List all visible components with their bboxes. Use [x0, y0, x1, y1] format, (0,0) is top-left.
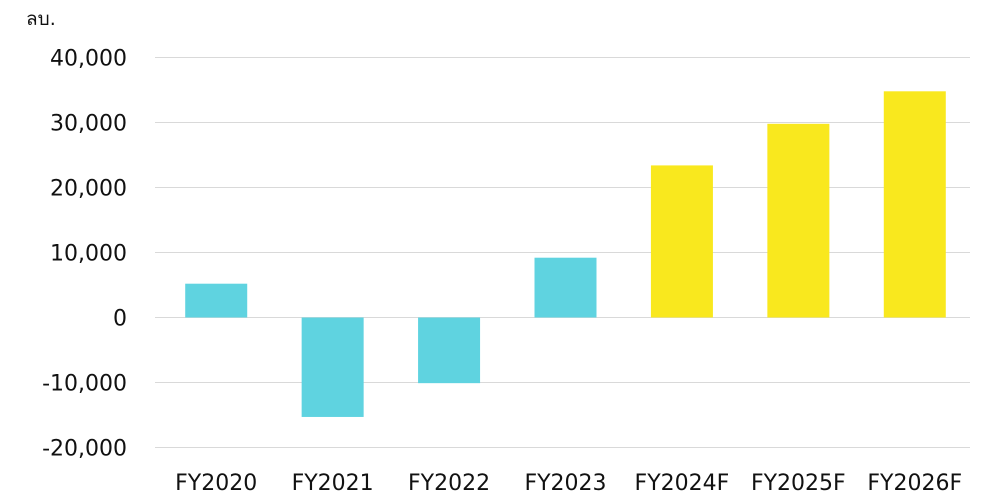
- y-axis-unit-label: ลบ.: [26, 8, 56, 30]
- x-tick-label: FY2022: [408, 471, 490, 496]
- y-axis-tick-labels: 40,000 30,000 20,000 10,000 0 -10,000 -20,000: [42, 47, 127, 462]
- y-tick-label: 40,000: [50, 47, 127, 72]
- x-tick-label: FY2023: [524, 471, 606, 496]
- x-tick-label: FY2024F: [635, 471, 730, 496]
- y-tick-label: 30,000: [50, 112, 127, 137]
- y-tick-label: 20,000: [50, 177, 127, 202]
- bar-fy2024f: [650, 165, 713, 318]
- gridlines: [155, 57, 970, 448]
- bar-fy2022: [418, 317, 481, 384]
- bar-fy2020: [185, 283, 248, 318]
- y-tick-label: -20,000: [42, 437, 127, 462]
- y-tick-label: 10,000: [50, 242, 127, 267]
- x-tick-label: FY2020: [175, 471, 257, 496]
- bar-fy2021: [301, 317, 364, 417]
- x-tick-label: FY2025F: [751, 471, 846, 496]
- bar-fy2025f: [767, 123, 830, 318]
- bar-fy2023: [534, 257, 597, 318]
- y-tick-label: 0: [113, 307, 127, 332]
- bar-fy2026f: [883, 91, 946, 318]
- x-tick-label: FY2026F: [867, 471, 962, 496]
- x-tick-label: FY2021: [292, 471, 374, 496]
- x-axis-tick-labels: FY2020 FY2021 FY2022 FY2023 FY2024F FY2025F FY…: [175, 471, 962, 496]
- y-tick-label: -10,000: [42, 372, 127, 397]
- bars: [185, 91, 946, 417]
